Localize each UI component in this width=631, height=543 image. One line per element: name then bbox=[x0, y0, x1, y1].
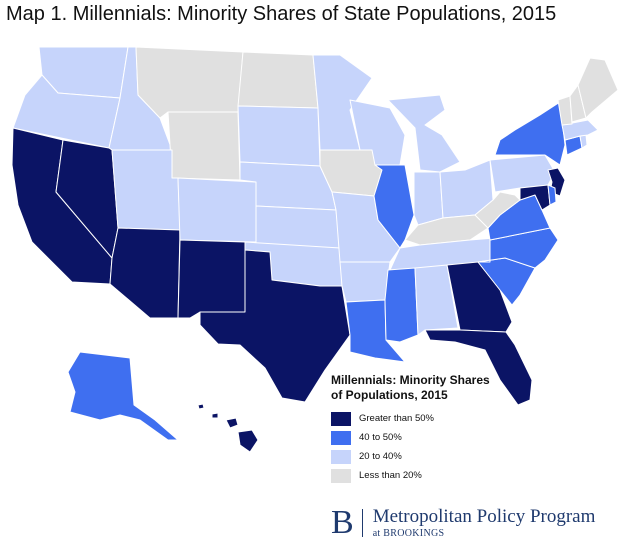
legend-swatch bbox=[331, 468, 351, 483]
legend-title-line1: Millennials: Minority Shares bbox=[331, 373, 490, 387]
brookings-b-logo: B bbox=[331, 504, 354, 541]
legend-title: Millennials: Minority Shares of Populati… bbox=[331, 373, 531, 403]
state-massachusetts bbox=[561, 119, 599, 141]
state-north-carolina bbox=[477, 227, 559, 269]
legend-item: 20 to 40% bbox=[331, 447, 531, 466]
state-north-dakota bbox=[237, 51, 319, 109]
legend-item: 40 to 50% bbox=[331, 428, 531, 447]
state-arizona bbox=[109, 227, 181, 319]
state-michigan bbox=[387, 94, 461, 173]
legend-title-line2: of Populations, 2015 bbox=[331, 388, 448, 402]
legend-item: Less than 20% bbox=[331, 466, 531, 485]
brookings-logo: B Metropolitan Policy Program at BROOKIN… bbox=[331, 503, 595, 543]
legend-label: Less than 20% bbox=[359, 470, 422, 481]
state-mississippi bbox=[384, 267, 419, 343]
state-delaware bbox=[547, 184, 557, 206]
state-alaska bbox=[67, 351, 179, 441]
state-minnesota bbox=[312, 54, 373, 151]
legend-label: Greater than 50% bbox=[359, 413, 434, 424]
state-texas bbox=[199, 249, 351, 403]
state-vermont bbox=[557, 95, 573, 126]
state-new-york bbox=[494, 101, 566, 166]
state-utah bbox=[111, 149, 181, 231]
legend-swatch bbox=[331, 430, 351, 445]
state-kansas bbox=[255, 205, 341, 249]
state-arkansas bbox=[339, 261, 391, 303]
legend-swatch bbox=[331, 449, 351, 464]
state-maine bbox=[577, 57, 619, 119]
state-wyoming bbox=[167, 111, 241, 181]
brand-subtitle: at BROOKINGS bbox=[372, 527, 445, 539]
state-florida bbox=[424, 329, 533, 406]
state-alabama bbox=[414, 264, 459, 336]
legend-swatch bbox=[331, 411, 351, 426]
legend-label: 40 to 50% bbox=[359, 432, 402, 443]
map-title: Map 1. Millennials: Minority Shares of S… bbox=[6, 3, 557, 25]
state-montana bbox=[135, 46, 244, 119]
legend-label: 20 to 40% bbox=[359, 451, 402, 462]
state-colorado bbox=[177, 177, 257, 243]
brand-name: Metropolitan Policy Program bbox=[372, 505, 596, 527]
state-indiana bbox=[413, 171, 444, 226]
state-south-dakota bbox=[237, 105, 321, 167]
logo-divider bbox=[361, 509, 363, 537]
map-legend: Millennials: Minority Shares of Populati… bbox=[331, 373, 531, 485]
state-new-mexico bbox=[177, 239, 246, 319]
legend-item: Greater than 50% bbox=[331, 409, 531, 428]
state-west-virginia bbox=[474, 191, 521, 229]
state-hawaii bbox=[197, 403, 259, 453]
brand-text: Metropolitan Policy Program at BROOKINGS bbox=[372, 505, 596, 540]
